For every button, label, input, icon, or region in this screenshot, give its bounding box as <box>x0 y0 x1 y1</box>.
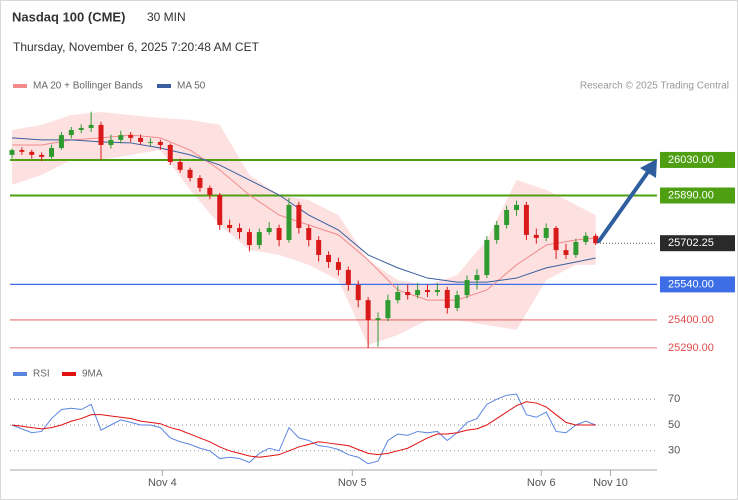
legend-swatch <box>62 372 76 376</box>
x-tick-label: Nov 6 <box>527 477 556 489</box>
candle-body <box>415 289 421 296</box>
candle-body <box>256 232 262 246</box>
candle-body <box>335 262 341 270</box>
candle-body <box>484 239 490 275</box>
price-label: 25702.25 <box>668 237 714 249</box>
legend-label: MA 50 <box>177 81 206 92</box>
legend-swatch <box>13 372 27 376</box>
legend-swatch <box>13 84 27 88</box>
candle-body <box>424 289 430 293</box>
candle-body <box>296 204 302 229</box>
level-box <box>660 276 735 293</box>
legend-label: MA 20 + Bollinger Bands <box>33 81 143 92</box>
candle-body <box>523 204 529 235</box>
x-tick-label: Nov 10 <box>593 477 628 489</box>
candle-body <box>246 232 252 246</box>
candle-body <box>108 139 114 145</box>
x-tick-label: Nov 5 <box>338 477 367 489</box>
x-tick-label: Nov 4 <box>148 477 177 489</box>
candle-body <box>286 204 292 240</box>
level-label: 25400.00 <box>668 314 714 326</box>
candle-body <box>316 239 322 255</box>
level-label: 25540.00 <box>668 278 714 290</box>
candle-body <box>58 135 64 149</box>
arrow-head <box>640 159 657 178</box>
candle-body <box>266 228 272 233</box>
candle-body <box>147 141 153 143</box>
candle-body <box>167 144 173 162</box>
candle-body <box>553 228 559 251</box>
candle-body <box>494 224 500 240</box>
candle-body <box>237 228 243 233</box>
candle-body <box>454 295 460 309</box>
candle-body <box>464 280 470 296</box>
y-tick-label: 70 <box>668 393 680 405</box>
level-label: 25290.00 <box>668 342 714 354</box>
rsi-line <box>11 401 596 458</box>
candle-body <box>573 241 579 255</box>
y-tick-label: 30 <box>668 445 680 457</box>
price-box <box>660 235 735 252</box>
candle-body <box>375 318 381 320</box>
candle-body <box>365 300 371 320</box>
candle-body <box>88 124 94 128</box>
candle-body <box>187 169 193 178</box>
legend-label: RSI <box>33 369 50 380</box>
rsi-line <box>11 393 596 465</box>
candle-body <box>227 224 233 229</box>
candle-body <box>385 300 391 319</box>
candle-body <box>118 135 124 140</box>
candle-body <box>405 292 411 296</box>
candle-body <box>9 150 15 155</box>
candle-body <box>306 228 312 240</box>
candle-body <box>197 177 203 188</box>
level-box <box>660 151 735 168</box>
interval: 30 MIN <box>147 10 186 24</box>
candle-body <box>49 148 55 157</box>
candle-body <box>39 154 45 157</box>
candle-body <box>543 228 549 238</box>
legend-label: 9MA <box>82 369 103 380</box>
candle-body <box>563 250 569 255</box>
candle-body <box>29 151 35 155</box>
forecast-arrow <box>597 159 657 243</box>
candle-body <box>345 269 351 285</box>
level-box <box>660 187 735 204</box>
legend-swatch <box>157 84 171 88</box>
candle-body <box>474 275 480 281</box>
candle-body <box>157 141 163 145</box>
candle-body <box>68 129 74 136</box>
candle-body <box>355 284 361 301</box>
candle-body <box>593 235 599 244</box>
chart-title: Nasdaq 100 (CME) <box>12 9 125 24</box>
bollinger-band <box>11 111 596 346</box>
candle-body <box>78 127 84 130</box>
candle-body <box>326 254 332 263</box>
candle-body <box>138 137 144 142</box>
candle-body <box>276 228 282 240</box>
candle-body <box>504 209 510 225</box>
candle-body <box>514 204 520 210</box>
candle-body <box>395 292 401 301</box>
y-tick-label: 50 <box>668 419 680 431</box>
candle-body <box>434 289 440 293</box>
candle-body <box>177 161 183 170</box>
candle-body <box>98 124 104 145</box>
candle-body <box>583 235 589 242</box>
timestamp: Thursday, November 6, 2025 7:20:48 AM CE… <box>13 40 260 54</box>
candle-body <box>217 195 223 225</box>
level-label: 25890.00 <box>668 189 714 201</box>
level-label: 26030.00 <box>668 154 714 166</box>
credit: Research © 2025 Trading Central <box>580 81 729 92</box>
candle-body <box>128 135 134 138</box>
arrow-shaft <box>597 170 650 243</box>
candle-body <box>533 234 539 238</box>
candle-body <box>444 289 450 309</box>
candle-body <box>207 187 213 195</box>
candle-body <box>19 150 25 152</box>
